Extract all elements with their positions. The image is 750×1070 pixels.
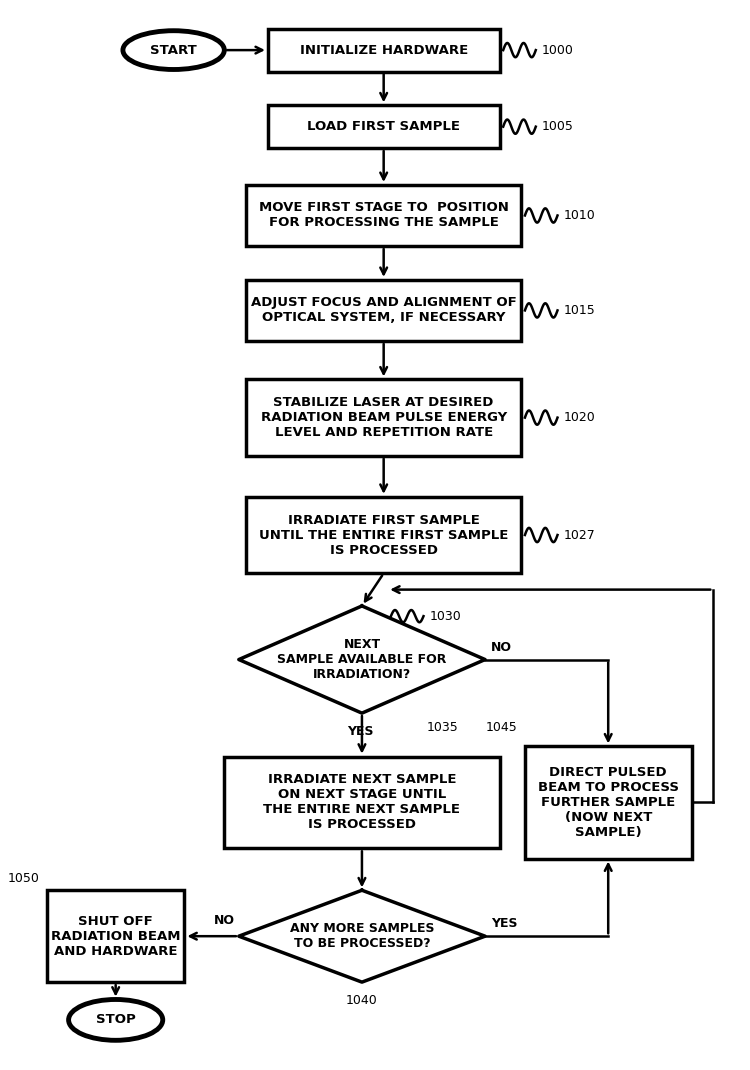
Text: NO: NO xyxy=(490,641,512,654)
Text: STABILIZE LASER AT DESIRED
RADIATION BEAM PULSE ENERGY
LEVEL AND REPETITION RATE: STABILIZE LASER AT DESIRED RADIATION BEA… xyxy=(260,396,507,439)
FancyBboxPatch shape xyxy=(268,105,500,148)
Text: 1015: 1015 xyxy=(563,304,595,317)
Text: DIRECT PULSED
BEAM TO PROCESS
FURTHER SAMPLE
(NOW NEXT
SAMPLE): DIRECT PULSED BEAM TO PROCESS FURTHER SA… xyxy=(538,766,679,839)
Text: INITIALIZE HARDWARE: INITIALIZE HARDWARE xyxy=(299,44,468,57)
Text: START: START xyxy=(150,44,197,57)
Text: IRRADIATE NEXT SAMPLE
ON NEXT STAGE UNTIL
THE ENTIRE NEXT SAMPLE
IS PROCESSED: IRRADIATE NEXT SAMPLE ON NEXT STAGE UNTI… xyxy=(263,774,460,831)
Text: ANY MORE SAMPLES
TO BE PROCESSED?: ANY MORE SAMPLES TO BE PROCESSED? xyxy=(290,922,434,950)
FancyBboxPatch shape xyxy=(525,746,692,858)
FancyBboxPatch shape xyxy=(268,29,500,72)
Text: 1045: 1045 xyxy=(486,721,518,734)
FancyBboxPatch shape xyxy=(246,279,521,341)
Text: NEXT
SAMPLE AVAILABLE FOR
IRRADIATION?: NEXT SAMPLE AVAILABLE FOR IRRADIATION? xyxy=(278,638,447,681)
Ellipse shape xyxy=(68,999,163,1040)
Text: MOVE FIRST STAGE TO  POSITION
FOR PROCESSING THE SAMPLE: MOVE FIRST STAGE TO POSITION FOR PROCESS… xyxy=(259,201,509,229)
Text: 1000: 1000 xyxy=(542,44,574,57)
Text: NO: NO xyxy=(214,915,236,928)
Text: 1035: 1035 xyxy=(427,721,459,734)
FancyBboxPatch shape xyxy=(224,756,500,849)
FancyBboxPatch shape xyxy=(46,890,184,982)
FancyBboxPatch shape xyxy=(246,185,521,246)
Text: LOAD FIRST SAMPLE: LOAD FIRST SAMPLE xyxy=(308,120,460,133)
Text: 1010: 1010 xyxy=(563,209,595,221)
Ellipse shape xyxy=(123,31,224,70)
Text: YES: YES xyxy=(490,917,517,931)
Text: 1005: 1005 xyxy=(542,120,574,133)
Polygon shape xyxy=(238,890,485,982)
Text: 1027: 1027 xyxy=(563,529,595,541)
Text: 1050: 1050 xyxy=(8,872,40,885)
FancyBboxPatch shape xyxy=(246,380,521,456)
Text: IRRADIATE FIRST SAMPLE
UNTIL THE ENTIRE FIRST SAMPLE
IS PROCESSED: IRRADIATE FIRST SAMPLE UNTIL THE ENTIRE … xyxy=(259,514,509,556)
Text: 1030: 1030 xyxy=(429,610,461,623)
Text: ADJUST FOCUS AND ALIGNMENT OF
OPTICAL SYSTEM, IF NECESSARY: ADJUST FOCUS AND ALIGNMENT OF OPTICAL SY… xyxy=(251,296,517,324)
Text: STOP: STOP xyxy=(96,1013,136,1026)
Text: YES: YES xyxy=(347,725,374,738)
FancyBboxPatch shape xyxy=(246,496,521,574)
Text: 1040: 1040 xyxy=(346,994,378,1007)
Polygon shape xyxy=(238,606,485,713)
Text: SHUT OFF
RADIATION BEAM
AND HARDWARE: SHUT OFF RADIATION BEAM AND HARDWARE xyxy=(51,915,181,958)
Text: 1020: 1020 xyxy=(563,411,595,424)
